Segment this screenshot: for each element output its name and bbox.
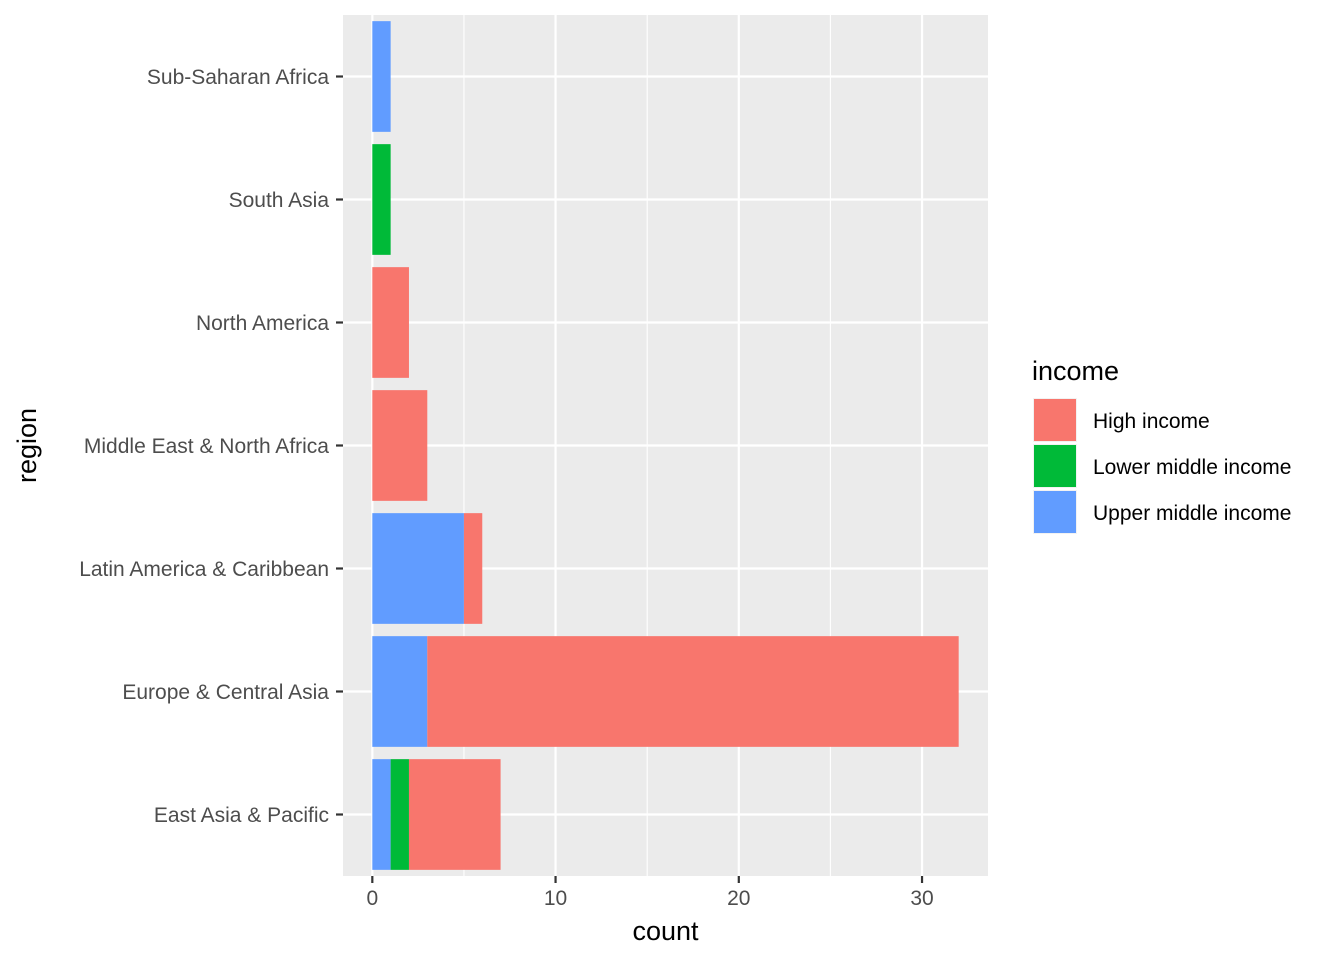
legend-label: Lower middle income — [1093, 456, 1291, 479]
y-tick-label: Europe & Central Asia — [122, 681, 329, 704]
bars — [372, 21, 959, 870]
bar-segment — [390, 759, 409, 870]
x-tick-label: 30 — [910, 887, 933, 910]
x-tick-label: 20 — [727, 887, 750, 910]
bar-segment — [463, 513, 483, 624]
bar-segment — [372, 21, 391, 132]
y-tick-label: Sub-Saharan Africa — [147, 66, 329, 89]
legend-label: High income — [1093, 410, 1210, 433]
bar-segment — [372, 636, 428, 747]
bar-segment — [372, 759, 391, 870]
bar-segment — [408, 759, 501, 870]
y-tick-label: East Asia & Pacific — [154, 804, 329, 827]
legend-title: income — [1032, 356, 1119, 386]
legend-label: Upper middle income — [1093, 502, 1291, 525]
legend: income High income Lower middle income Upp… — [1032, 356, 1291, 534]
legend-key — [1034, 445, 1076, 487]
y-tick-label: Middle East & North Africa — [84, 435, 329, 458]
y-axis: East Asia & Pacific Europe & Central Asia… — [79, 66, 343, 827]
bar-segment — [372, 390, 428, 501]
bar-segment — [372, 513, 464, 624]
y-tick-label: North America — [196, 312, 329, 335]
y-tick-label: Latin America & Caribbean — [79, 558, 329, 581]
x-tick-label: 10 — [544, 887, 567, 910]
bar-segment — [372, 144, 391, 255]
bar-segment — [372, 267, 409, 378]
x-tick-label: 0 — [366, 887, 378, 910]
y-axis-title: region — [12, 408, 42, 483]
y-tick-label: South Asia — [229, 189, 330, 212]
legend-key — [1034, 399, 1076, 441]
bar-segment — [427, 636, 959, 747]
legend-key — [1034, 491, 1076, 533]
x-axis: 0 10 20 30 — [366, 876, 934, 910]
x-axis-title: count — [632, 916, 699, 946]
